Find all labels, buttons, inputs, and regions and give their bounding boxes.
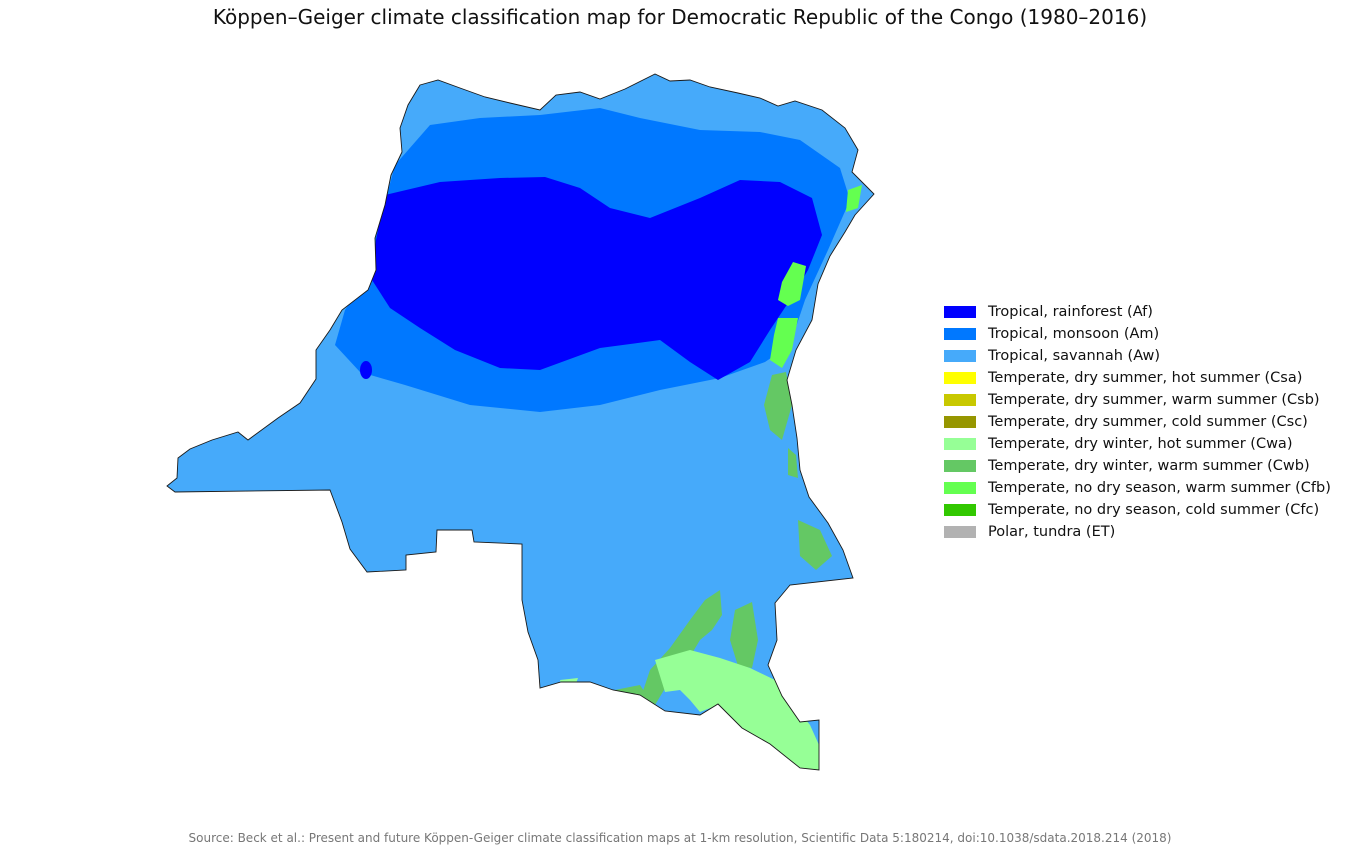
legend-item: Temperate, no dry season, warm summer (C… [944,477,1331,499]
legend-label: Temperate, dry summer, cold summer (Csc) [988,414,1308,430]
source-caption: Source: Beck et al.: Present and future … [188,831,1172,845]
legend-swatch [944,526,976,538]
zone-cwb-katanga-east [730,602,758,668]
legend-label: Temperate, dry summer, hot summer (Csa) [988,370,1303,386]
country-border [166,73,875,771]
legend-item: Temperate, dry summer, cold summer (Csc) [944,411,1331,433]
legend-swatch [944,306,976,318]
legend-item: Temperate, dry summer, hot summer (Csa) [944,367,1331,389]
zone-cfb-north [846,185,862,212]
zone-cwb-east [764,372,792,440]
legend-swatch [944,438,976,450]
legend-label: Tropical, monsoon (Am) [988,326,1160,342]
legend-swatch [944,482,976,494]
legend-label: Temperate, no dry season, warm summer (C… [988,480,1331,496]
legend-label: Temperate, dry winter, warm summer (Cwb) [988,458,1310,474]
legend-swatch [944,460,976,472]
legend-item: Polar, tundra (ET) [944,521,1331,543]
legend-swatch [944,394,976,406]
legend-swatch [944,416,976,428]
legend-item: Temperate, dry summer, warm summer (Csb) [944,389,1331,411]
legend-label: Temperate, dry summer, warm summer (Csb) [988,392,1320,408]
zone-cwa [655,650,819,770]
legend-swatch [944,504,976,516]
zone-af [372,177,822,380]
legend-label: Temperate, no dry season, cold summer (C… [988,502,1320,518]
legend-swatch [944,350,976,362]
legend-item: Tropical, savannah (Aw) [944,345,1331,367]
legend-item: Temperate, dry winter, warm summer (Cwb) [944,455,1331,477]
legend-label: Polar, tundra (ET) [988,524,1116,540]
zone-cwb-patch [788,448,798,478]
legend-item: Tropical, rainforest (Af) [944,301,1331,323]
legend-item: Temperate, dry winter, hot summer (Cwa) [944,433,1331,455]
legend-item: Tropical, monsoon (Am) [944,323,1331,345]
zone-cwb-tanganyika [798,520,832,570]
climate-zones [167,74,874,770]
legend-swatch [944,328,976,340]
legend-swatch [944,372,976,384]
zone-cfb-south [770,318,798,368]
map-legend: Tropical, rainforest (Af) Tropical, monso… [944,301,1331,543]
legend-item: Temperate, no dry season, cold summer (C… [944,499,1331,521]
legend-label: Tropical, savannah (Aw) [988,348,1161,364]
legend-label: Tropical, rainforest (Af) [988,304,1153,320]
legend-label: Temperate, dry winter, hot summer (Cwa) [988,436,1293,452]
zone-af-patch [360,361,372,379]
map-title: Köppen–Geiger climate classification map… [212,5,1148,29]
zone-cfb-kivu [778,262,806,306]
